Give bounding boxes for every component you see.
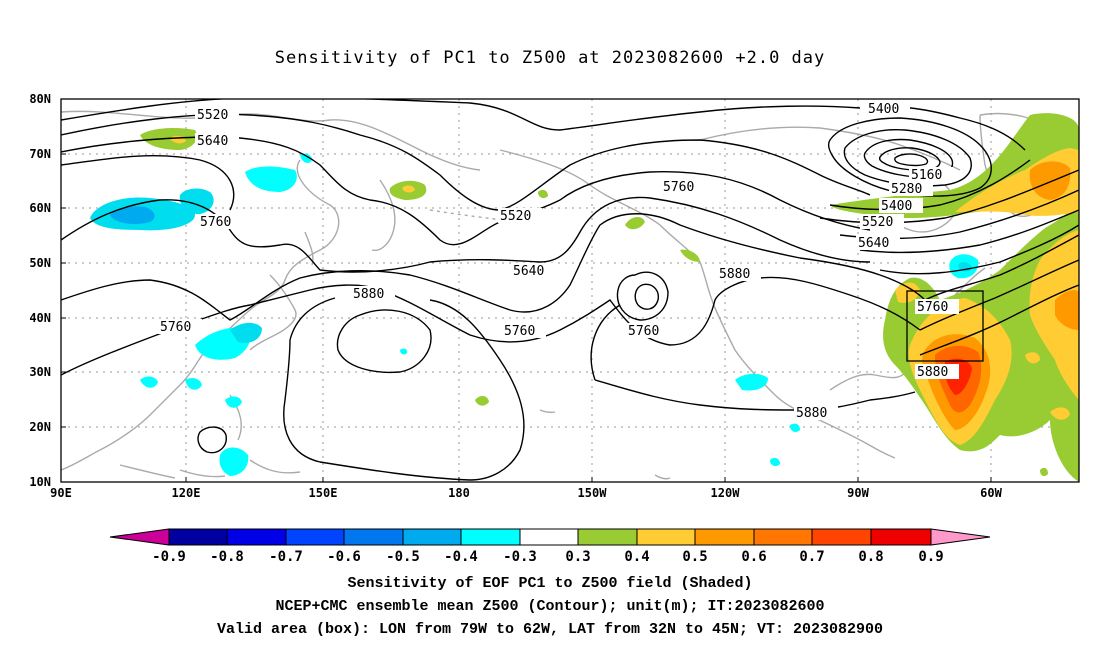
lat-label: 50N bbox=[29, 256, 51, 270]
lat-label: 20N bbox=[29, 420, 51, 434]
colorbar-swatch bbox=[870, 528, 932, 546]
colorbar-swatch bbox=[226, 528, 287, 546]
lat-label: 40N bbox=[29, 311, 51, 325]
colorbar-low-triangle bbox=[109, 528, 170, 546]
lat-label: 60N bbox=[29, 201, 51, 215]
contour-label-5520: 5520 bbox=[500, 209, 531, 224]
colorbar-label: -0.8 bbox=[210, 549, 244, 565]
colorbar-label: 0.8 bbox=[858, 549, 883, 565]
contour-label-5760: 5760 bbox=[628, 324, 659, 339]
contour-label-5640: 5640 bbox=[858, 236, 889, 251]
contour-label-5880: 5880 bbox=[719, 267, 750, 282]
colorbar-label: 0.3 bbox=[565, 549, 590, 565]
contour-label-5880: 5880 bbox=[796, 406, 827, 421]
contour-label-5760: 5760 bbox=[160, 320, 191, 335]
colorbar-label: -0.4 bbox=[444, 549, 478, 565]
lon-label: 90E bbox=[50, 486, 72, 500]
lat-label: 80N bbox=[29, 92, 51, 106]
caption-contour: NCEP+CMC ensemble mean Z500 (Contour); u… bbox=[275, 598, 825, 615]
colorbar bbox=[109, 528, 991, 546]
caption-shading: Sensitivity of EOF PC1 to Z500 field (Sh… bbox=[347, 575, 753, 592]
contour-label-5760: 5760 bbox=[917, 300, 948, 315]
colorbar-label: 0.5 bbox=[682, 549, 707, 565]
lat-label: 70N bbox=[29, 147, 51, 161]
contour-label-5640: 5640 bbox=[197, 134, 228, 149]
contour-label-5400: 5400 bbox=[881, 199, 912, 214]
colorbar-swatch bbox=[577, 528, 638, 546]
colorbar-swatch bbox=[636, 528, 696, 546]
lon-label: 120W bbox=[711, 486, 741, 500]
contour-label-5760: 5760 bbox=[200, 215, 231, 230]
contour-label-5160: 5160 bbox=[911, 168, 942, 183]
colorbar-label: -0.5 bbox=[386, 549, 420, 565]
colorbar-label: -0.3 bbox=[503, 549, 537, 565]
colorbar-label: -0.6 bbox=[327, 549, 361, 565]
colorbar-swatch bbox=[460, 528, 521, 546]
contour-label-5400: 5400 bbox=[868, 102, 899, 117]
colorbar-label: 0.4 bbox=[624, 549, 649, 565]
colorbar-swatch bbox=[285, 528, 345, 546]
lon-label: 60W bbox=[980, 486, 1002, 500]
colorbar-swatch bbox=[811, 528, 872, 546]
lat-label: 30N bbox=[29, 365, 51, 379]
colorbar-label: 0.9 bbox=[918, 549, 943, 565]
colorbar-swatch bbox=[343, 528, 404, 546]
colorbar-swatch bbox=[753, 528, 813, 546]
colorbar-label: 0.6 bbox=[741, 549, 766, 565]
caption-valid-area: Valid area (box): LON from 79W to 62W, L… bbox=[216, 621, 884, 638]
contour-label-5520: 5520 bbox=[862, 215, 893, 230]
plot-title: Sensitivity of PC1 to Z500 at 2023082600… bbox=[274, 48, 826, 68]
colorbar-label: -0.9 bbox=[152, 549, 186, 565]
colorbar-label: -0.7 bbox=[269, 549, 303, 565]
lon-label: 150W bbox=[578, 486, 608, 500]
lon-label: 90W bbox=[847, 486, 869, 500]
contour-label-5880: 5880 bbox=[353, 287, 384, 302]
colorbar-swatch bbox=[694, 528, 755, 546]
colorbar-label: 0.7 bbox=[799, 549, 824, 565]
colorbar-high-triangle bbox=[930, 528, 991, 546]
contour-label-5760: 5760 bbox=[504, 324, 535, 339]
colorbar-swatch bbox=[402, 528, 462, 546]
contour-label-5280: 5280 bbox=[891, 182, 922, 197]
valid-area-box bbox=[906, 290, 984, 362]
lon-label: 120E bbox=[172, 486, 201, 500]
contour-label-5880: 5880 bbox=[917, 365, 948, 380]
lat-label: 10N bbox=[29, 475, 51, 489]
map-frame bbox=[60, 98, 1080, 483]
contour-label-5520: 5520 bbox=[197, 108, 228, 123]
colorbar-swatch bbox=[168, 528, 228, 546]
contour-label-5640: 5640 bbox=[513, 264, 544, 279]
lon-label: 180 bbox=[448, 486, 470, 500]
contour-label-5760: 5760 bbox=[663, 180, 694, 195]
lon-label: 150E bbox=[309, 486, 338, 500]
colorbar-swatch bbox=[519, 528, 579, 546]
negative-sensitivity-shading bbox=[90, 153, 979, 476]
